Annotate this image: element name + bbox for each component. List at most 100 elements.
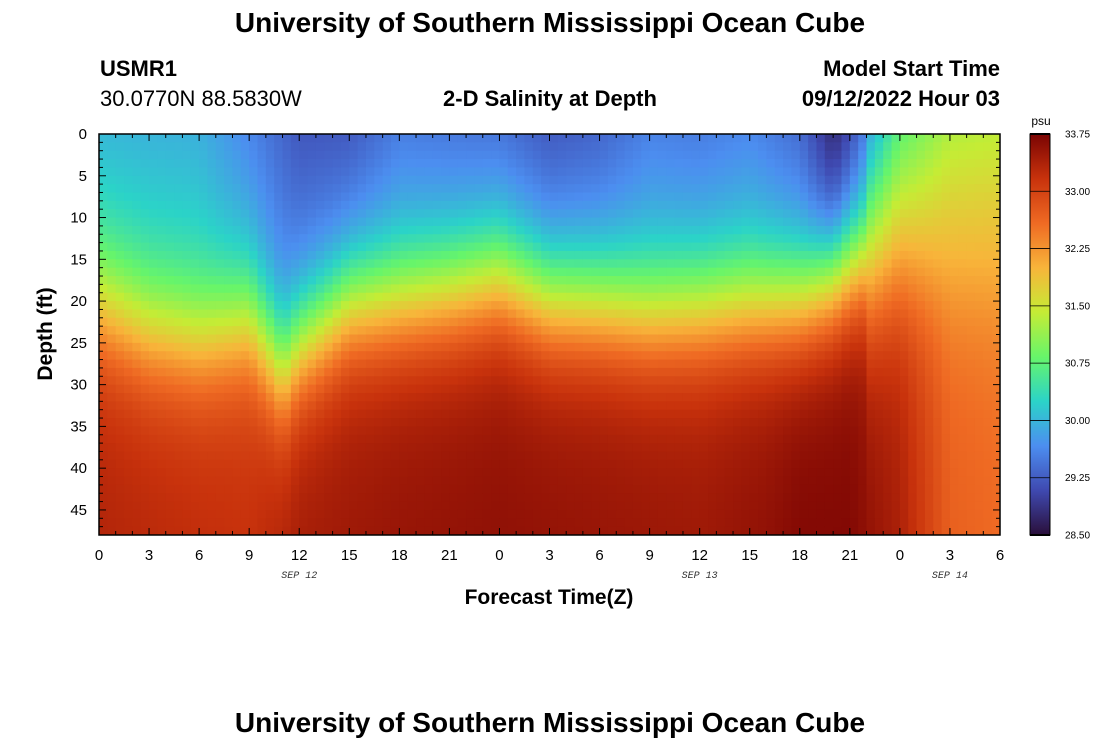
heatmap-cell bbox=[541, 526, 551, 535]
heatmap-cell bbox=[649, 392, 659, 402]
heatmap-cell bbox=[632, 384, 642, 394]
heatmap-cell bbox=[733, 451, 742, 461]
heatmap-cell bbox=[674, 292, 684, 302]
heatmap-cell bbox=[899, 342, 909, 352]
heatmap-cell bbox=[682, 142, 692, 152]
heatmap-cell bbox=[949, 209, 959, 219]
heatmap-cell bbox=[566, 468, 576, 478]
heatmap-cell bbox=[215, 526, 225, 535]
heatmap-cell bbox=[424, 234, 434, 244]
heatmap-cell bbox=[507, 334, 517, 344]
heatmap-cell bbox=[816, 284, 826, 294]
heatmap-cell bbox=[641, 476, 651, 486]
heatmap-cell bbox=[157, 526, 167, 535]
heatmap-cell bbox=[783, 468, 793, 478]
heatmap-cell bbox=[724, 159, 734, 169]
heatmap-cell bbox=[365, 276, 375, 285]
heatmap-cell bbox=[783, 292, 793, 302]
heatmap-cell bbox=[532, 459, 542, 469]
heatmap-cell bbox=[315, 501, 325, 511]
heatmap-cell bbox=[432, 267, 442, 277]
heatmap-cell bbox=[958, 359, 968, 369]
heatmap-cell bbox=[783, 418, 793, 427]
heatmap-cell bbox=[808, 134, 818, 143]
heatmap-cell bbox=[482, 317, 492, 327]
heatmap-cell bbox=[307, 376, 317, 386]
heatmap-cell bbox=[99, 284, 108, 294]
heatmap-cell bbox=[265, 342, 275, 352]
heatmap-cell bbox=[265, 167, 275, 177]
heatmap-cell bbox=[541, 334, 551, 344]
heatmap-cell bbox=[674, 493, 684, 503]
heatmap-cell bbox=[99, 200, 108, 210]
heatmap-cell bbox=[240, 259, 250, 269]
heatmap-cell bbox=[357, 468, 367, 478]
heatmap-cell bbox=[466, 200, 476, 210]
heatmap-cell bbox=[290, 451, 300, 461]
heatmap-cell bbox=[340, 376, 350, 386]
heatmap-cell bbox=[666, 434, 676, 444]
heatmap-cell bbox=[357, 418, 367, 427]
heatmap-cell bbox=[407, 309, 417, 319]
heatmap-cell bbox=[274, 301, 284, 311]
heatmap-cell bbox=[99, 250, 108, 260]
heatmap-cell bbox=[332, 509, 342, 519]
heatmap-cell bbox=[140, 459, 150, 469]
heatmap-cell bbox=[566, 292, 576, 302]
heatmap-cell bbox=[441, 392, 450, 402]
heatmap-cell bbox=[432, 292, 442, 302]
heatmap-cell bbox=[382, 384, 392, 394]
heatmap-cell bbox=[799, 493, 809, 503]
heatmap-cell bbox=[249, 501, 259, 511]
heatmap-cell bbox=[215, 326, 225, 336]
heatmap-cell bbox=[666, 317, 676, 327]
heatmap-cell bbox=[165, 409, 175, 419]
heatmap-cell bbox=[574, 509, 584, 519]
heatmap-cell bbox=[190, 317, 200, 327]
heatmap-cell bbox=[574, 150, 584, 160]
heatmap-cell bbox=[616, 342, 626, 352]
heatmap-cell bbox=[482, 468, 492, 478]
heatmap-cell bbox=[182, 509, 192, 519]
heatmap-cell bbox=[741, 418, 751, 427]
heatmap-cell bbox=[182, 276, 192, 285]
heatmap-cell bbox=[666, 426, 676, 436]
heatmap-cell bbox=[666, 200, 676, 210]
heatmap-cell bbox=[499, 234, 509, 244]
heatmap-cell bbox=[307, 217, 317, 227]
heatmap-cell bbox=[841, 167, 851, 177]
heatmap-cell bbox=[357, 426, 367, 436]
heatmap-cell bbox=[282, 225, 292, 235]
heatmap-cell bbox=[849, 334, 859, 344]
heatmap-cell bbox=[349, 443, 359, 453]
heatmap-cell bbox=[549, 175, 559, 185]
heatmap-cell bbox=[457, 317, 467, 327]
heatmap-cell bbox=[949, 192, 959, 202]
heatmap-cell bbox=[941, 334, 951, 344]
heatmap-cell bbox=[582, 326, 592, 336]
heatmap-cell bbox=[582, 418, 592, 427]
heatmap-cell bbox=[891, 418, 901, 427]
heatmap-cell bbox=[390, 242, 400, 252]
heatmap-cell bbox=[699, 150, 709, 160]
heatmap-cell bbox=[616, 250, 626, 260]
heatmap-cell bbox=[357, 225, 367, 235]
heatmap-cell bbox=[741, 242, 751, 252]
heatmap-cell bbox=[591, 209, 601, 219]
heatmap-cell bbox=[733, 392, 742, 402]
heatmap-cell bbox=[791, 225, 801, 235]
heatmap-cell bbox=[858, 292, 868, 302]
heatmap-cell bbox=[215, 468, 225, 478]
heatmap-cell bbox=[365, 209, 375, 219]
heatmap-cell bbox=[599, 259, 609, 269]
heatmap-cell bbox=[491, 401, 501, 411]
heatmap-cell bbox=[499, 242, 509, 252]
heatmap-cell bbox=[841, 142, 851, 152]
heatmap-cell bbox=[199, 443, 209, 453]
heatmap-cell bbox=[140, 292, 150, 302]
heatmap-cell bbox=[624, 493, 634, 503]
heatmap-cell bbox=[466, 426, 476, 436]
heatmap-cell bbox=[190, 384, 200, 394]
heatmap-cell bbox=[140, 301, 150, 311]
heatmap-cell bbox=[632, 367, 642, 377]
